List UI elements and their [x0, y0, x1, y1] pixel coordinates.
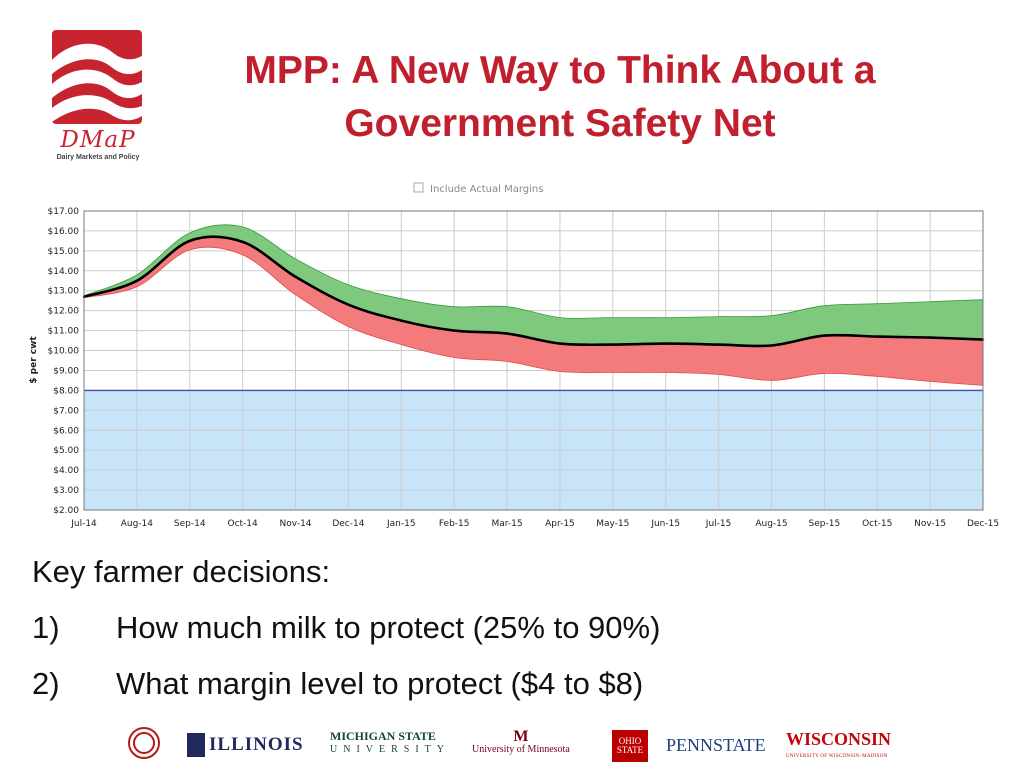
expected-margin-point — [135, 279, 139, 282]
x-tick-label: Dec-15 — [967, 519, 999, 529]
y-tick-label: $4.00 — [53, 466, 79, 476]
wisconsin-logo: WISCONSIN UNIVERSITY OF WISCONSIN–MADISO… — [786, 730, 891, 760]
y-tick-label: $14.00 — [48, 267, 80, 277]
x-tick-label: Oct-15 — [862, 519, 892, 529]
list-item-text: How much milk to protect (25% to 90%) — [116, 610, 661, 645]
y-tick-label: $8.00 — [53, 386, 79, 396]
y-tick-label: $5.00 — [53, 446, 79, 456]
x-tick-label: Feb-15 — [439, 519, 470, 529]
y-tick-label: $6.00 — [53, 426, 79, 436]
osu-logo: OHIO STATE — [612, 730, 648, 762]
key-decisions: Key farmer decisions: 1) How much milk to… — [32, 548, 932, 716]
expected-margin-line — [83, 235, 984, 348]
x-tick-label: Aug-14 — [121, 519, 154, 529]
key-decisions-heading: Key farmer decisions: — [32, 554, 331, 589]
y-axis-label: $ per cwt — [29, 336, 39, 384]
umn-m-icon: M — [513, 728, 529, 745]
expected-margin-point — [823, 334, 826, 337]
chart-top-option[interactable]: Include Actual Margins — [413, 182, 543, 195]
y-tick-label: $13.00 — [48, 287, 80, 297]
illinois-logo: ILLINOIS — [187, 730, 304, 760]
page-title: MPP: A New Way to Think About a Governme… — [175, 44, 945, 150]
x-tick-label: May-15 — [596, 519, 629, 529]
expected-margin-point — [717, 343, 720, 346]
include-actual-margins-label: Include Actual Margins — [430, 184, 543, 195]
expected-margin-point — [452, 329, 456, 332]
page-title-line-2: Government Safety Net — [344, 102, 776, 145]
x-tick-label: Sep-15 — [809, 519, 841, 529]
cornell-seal-icon — [128, 727, 160, 759]
margin-chart: Include Actual Margins $17.00 $16.00 $15.0… — [29, 182, 1000, 529]
y-tick-label: $10.00 — [48, 347, 80, 357]
chart-plot-area: $17.00 $16.00 $15.00 $14.00 $13.00 $12.00 $11.… — [48, 207, 1000, 529]
expected-margin-point — [400, 319, 403, 322]
x-tick-label: Jul-14 — [70, 519, 97, 529]
expected-margin-point — [770, 344, 773, 347]
list-item: 2) What margin level to protect ($4 to $8… — [32, 660, 932, 716]
x-tick-label: Nov-15 — [914, 519, 946, 529]
dmap-logo-subtitle: Dairy Markets and Policy — [56, 154, 140, 161]
expected-margin-point — [188, 239, 191, 243]
dmap-logo-name: DMaP — [60, 127, 136, 153]
x-tick-label: Dec-14 — [332, 519, 364, 529]
umn-logo: M University of Minnesota — [472, 728, 570, 760]
dmap-logo-waves — [52, 30, 142, 124]
osu-wordmark-line-2: STATE — [616, 745, 644, 755]
illinois-block-i-icon — [187, 733, 205, 757]
list-item: 1) How much milk to protect (25% to 90%) — [32, 604, 932, 660]
y-tick-label: $9.00 — [53, 366, 79, 376]
y-tick-label: $7.00 — [53, 406, 79, 416]
y-tick-label: $15.00 — [48, 247, 80, 257]
page-title-line-1: MPP: A New Way to Think About a — [244, 49, 876, 92]
x-tick-label: Oct-14 — [228, 519, 259, 529]
x-tick-label: Sep-14 — [174, 519, 206, 529]
expected-margin-point — [241, 240, 244, 244]
y-tick-label: $12.00 — [48, 307, 80, 317]
msu-logo: MICHIGAN STATE UNIVERSITY — [330, 730, 450, 760]
expected-margin-point — [294, 275, 297, 278]
expected-margin-point — [611, 343, 615, 346]
y-tick-label: $2.00 — [53, 506, 79, 516]
osu-wordmark-line-1: OHIO — [618, 736, 642, 746]
x-tick-label: Nov-14 — [280, 519, 312, 529]
wisconsin-wordmark: WISCONSIN — [786, 729, 892, 749]
msu-wordmark-line-2: UNIVERSITY — [330, 744, 450, 755]
expected-margin-point — [664, 342, 667, 345]
expected-margin-point — [558, 342, 562, 345]
pennstate-logo: PENNSTATE — [666, 730, 766, 760]
list-item-number: 2) — [32, 666, 60, 701]
umn-wordmark: University of Minnesota — [472, 744, 570, 755]
dmap-logo: DMaP Dairy Markets and Policy — [52, 30, 144, 164]
expected-margin-point — [928, 336, 932, 339]
footer-logos: ILLINOIS MICHIGAN STATE UNIVERSITY M Uni… — [0, 722, 1024, 768]
y-tick-label: $17.00 — [48, 207, 80, 217]
x-tick-label: Jan-15 — [386, 519, 416, 529]
plot-frame — [83, 210, 984, 511]
illinois-wordmark: ILLINOIS — [209, 734, 304, 755]
pennstate-wordmark: PENNSTATE — [666, 734, 766, 755]
y-tick-label: $16.00 — [48, 227, 80, 237]
wisconsin-subtitle: UNIVERSITY OF WISCONSIN–MADISON — [786, 754, 888, 759]
list-item-number: 1) — [32, 610, 60, 645]
x-tick-label: Jun-15 — [650, 519, 680, 529]
x-tick-label: Jul-15 — [705, 519, 732, 529]
expected-margin-point — [347, 303, 350, 306]
expected-margin-point — [876, 335, 879, 338]
y-tick-label: $3.00 — [53, 486, 79, 496]
x-tick-label: Aug-15 — [755, 519, 787, 529]
expected-margin-point — [505, 332, 509, 335]
include-actual-margins-checkbox — [413, 182, 424, 193]
x-tick-label: Apr-15 — [545, 519, 575, 529]
x-tick-label: Mar-15 — [492, 519, 523, 529]
list-item-text: What margin level to protect ($4 to $8) — [116, 666, 644, 701]
msu-wordmark-line-1: MICHIGAN STATE — [330, 729, 436, 743]
y-tick-label: $11.00 — [48, 327, 80, 337]
